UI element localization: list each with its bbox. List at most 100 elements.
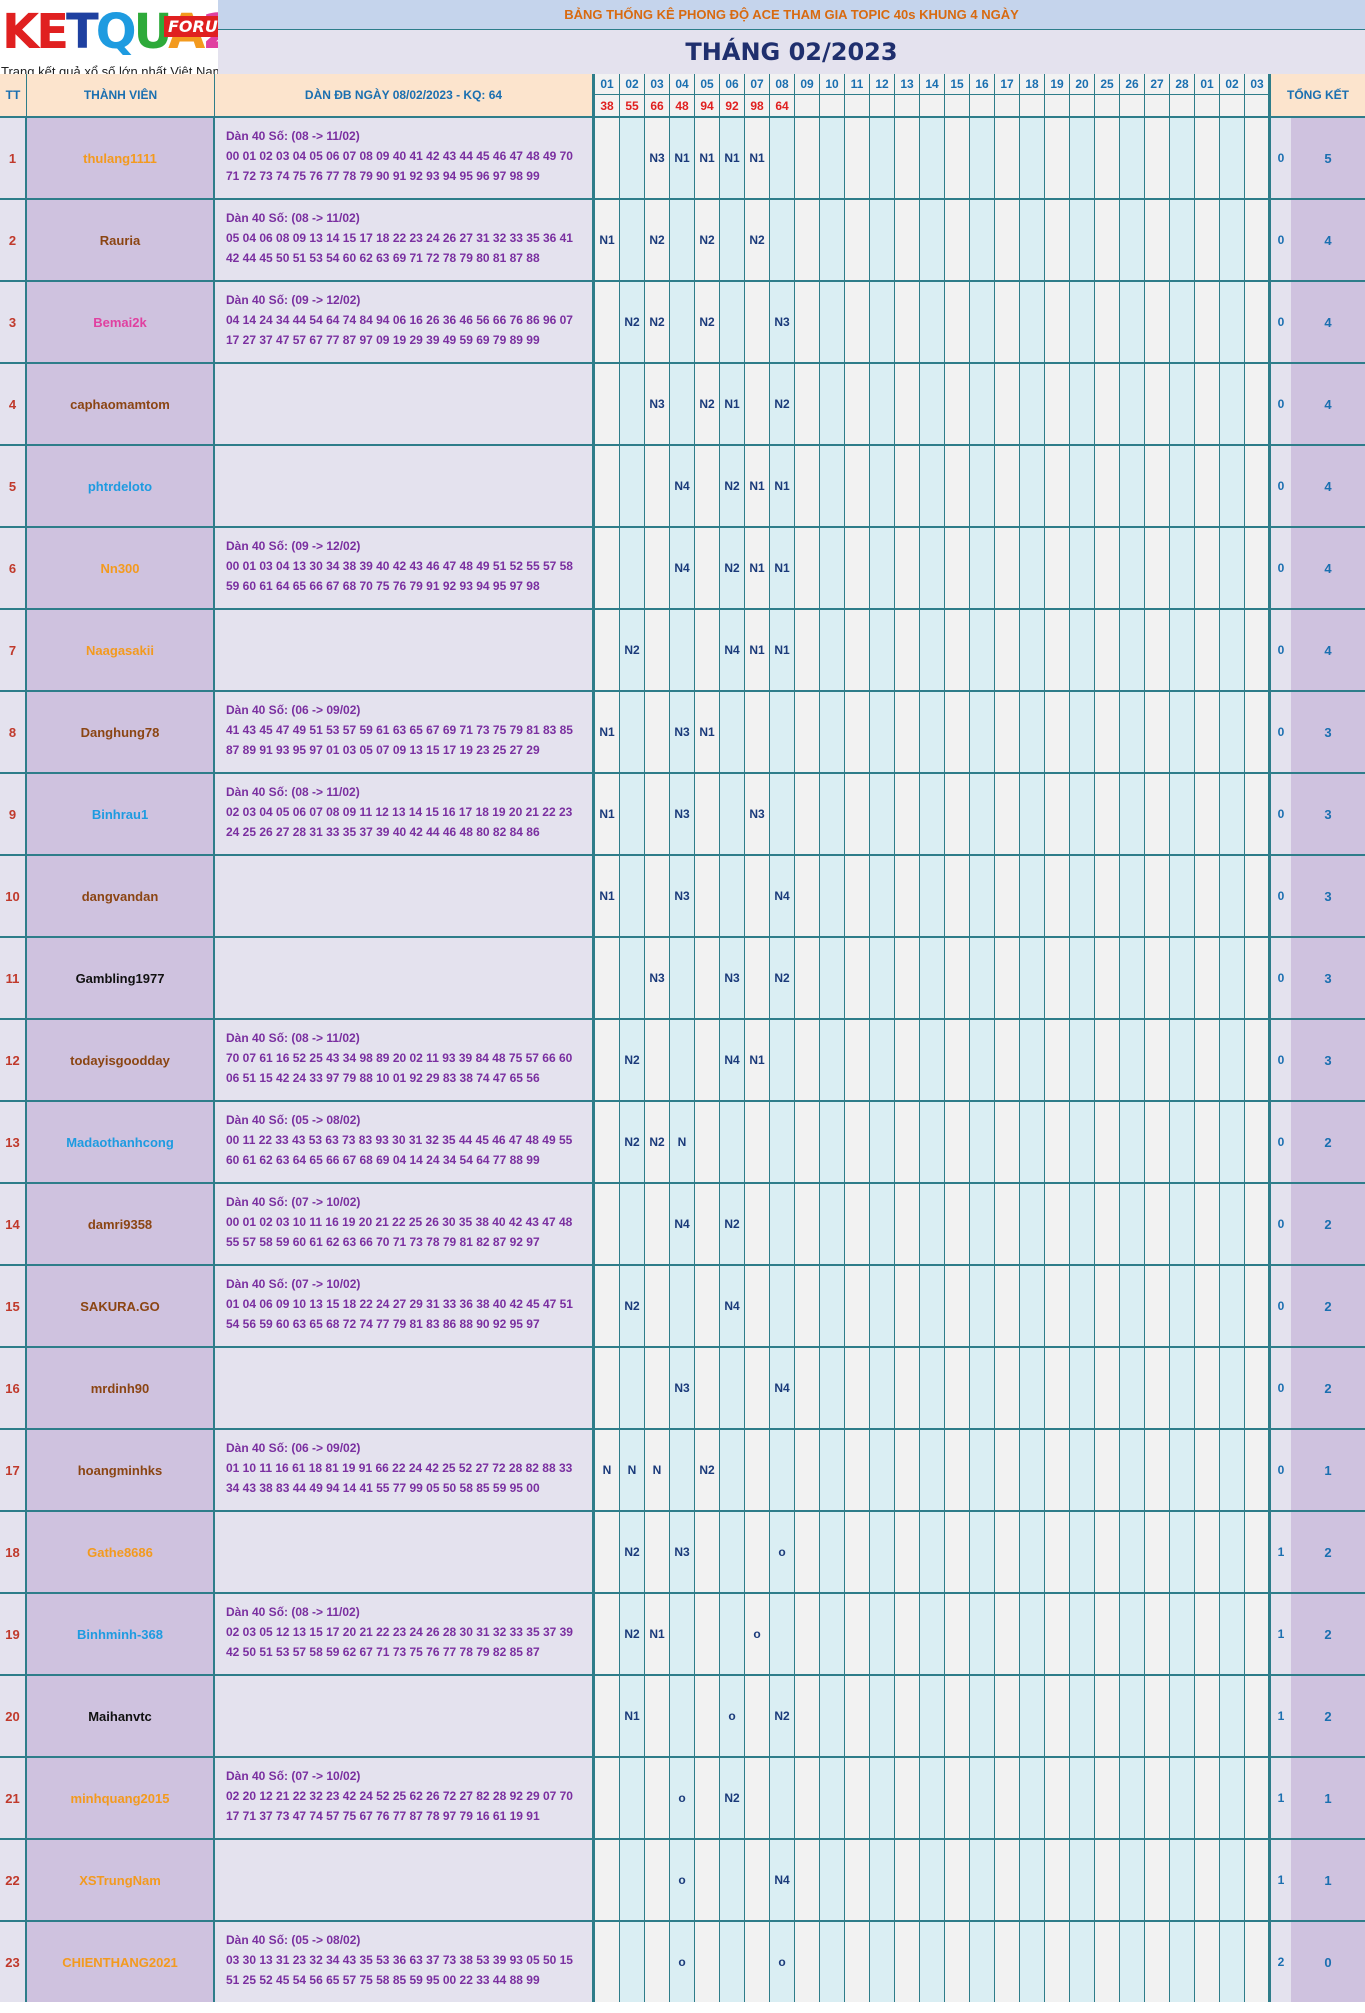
member-name[interactable]: SAKURA.GO <box>27 1266 215 1346</box>
member-name[interactable]: Rauria <box>27 200 215 280</box>
day-cell: N1 <box>695 692 720 772</box>
row-number: 9 <box>0 774 27 854</box>
day-cell <box>1045 200 1070 280</box>
day-cell: N3 <box>670 774 695 854</box>
day-cell <box>970 1348 995 1428</box>
day-cell <box>970 1758 995 1838</box>
day-cell <box>1070 1102 1095 1182</box>
member-name[interactable]: Gambling1977 <box>27 938 215 1018</box>
total-count: 2 <box>1291 1594 1365 1674</box>
member-name[interactable]: mrdinh90 <box>27 1348 215 1428</box>
member-name[interactable]: todayisgoodday <box>27 1020 215 1100</box>
day-header: 12 <box>870 74 895 95</box>
day-cell <box>1120 1184 1145 1264</box>
day-cell <box>1145 1184 1170 1264</box>
row-number: 14 <box>0 1184 27 1264</box>
day-cell: N3 <box>670 856 695 936</box>
dan-numbers <box>215 446 595 526</box>
member-name[interactable]: Binhrau1 <box>27 774 215 854</box>
day-cell <box>845 118 870 198</box>
miss-count: 0 <box>1268 364 1291 444</box>
member-name[interactable]: Danghung78 <box>27 692 215 772</box>
day-cell <box>645 1676 670 1756</box>
day-cell: N2 <box>695 200 720 280</box>
hit-mark: N3 <box>649 971 665 985</box>
day-cell <box>1195 774 1220 854</box>
day-cell <box>695 774 720 854</box>
day-cell <box>620 1758 645 1838</box>
member-name[interactable]: Naagasakii <box>27 610 215 690</box>
day-cell <box>995 1020 1020 1100</box>
day-cell <box>970 1184 995 1264</box>
day-cell <box>620 1840 645 1920</box>
hit-mark: N <box>652 1463 662 1477</box>
day-cell <box>1020 282 1045 362</box>
dan-line: 03 30 13 31 23 32 34 43 35 53 36 63 37 7… <box>226 1953 573 1967</box>
day-cell <box>695 1922 720 2002</box>
day-cell <box>770 1430 795 1510</box>
day-cell <box>1070 1922 1095 2002</box>
member-name[interactable]: Maihanvtc <box>27 1676 215 1756</box>
member-name[interactable]: Nn300 <box>27 528 215 608</box>
member-name[interactable]: dangvandan <box>27 856 215 936</box>
day-cell <box>920 528 945 608</box>
day-cell <box>1045 1922 1070 2002</box>
day-cell <box>845 1758 870 1838</box>
day-cell: N1 <box>745 528 770 608</box>
day-cell <box>670 1594 695 1674</box>
day-cell <box>995 200 1020 280</box>
dan-line: 01 10 11 16 61 18 81 19 91 66 22 24 42 2… <box>226 1461 573 1475</box>
day-cell <box>645 1512 670 1592</box>
day-cell <box>1220 364 1245 444</box>
day-cell: N2 <box>620 1102 645 1182</box>
day-cell <box>1220 1594 1245 1674</box>
day-cell <box>1220 1512 1245 1592</box>
hit-mark: N1 <box>699 725 715 739</box>
member-name[interactable]: caphaomamtom <box>27 364 215 444</box>
hit-mark: N2 <box>724 561 740 575</box>
day-cell <box>670 610 695 690</box>
day-result: 98 <box>745 95 770 116</box>
ketqua2-logo[interactable]: KETQUA2 FORUM Trang kết quả xổ số lớn nh… <box>0 0 218 76</box>
row-number: 16 <box>0 1348 27 1428</box>
day-cell <box>1045 938 1070 1018</box>
member-name[interactable]: Bemai2k <box>27 282 215 362</box>
day-result <box>820 95 845 116</box>
day-cell <box>1070 446 1095 526</box>
total-count: 1 <box>1291 1758 1365 1838</box>
member-name[interactable]: CHIENTHANG2021 <box>27 1922 215 2002</box>
day-cell <box>870 200 895 280</box>
day-cell: N2 <box>720 528 745 608</box>
day-cell <box>870 118 895 198</box>
day-cell <box>695 1184 720 1264</box>
member-name[interactable]: thulang1111 <box>27 118 215 198</box>
day-cell <box>1145 1758 1170 1838</box>
row-number: 8 <box>0 692 27 772</box>
day-cell <box>1070 528 1095 608</box>
day-cell <box>1120 856 1145 936</box>
member-name[interactable]: hoangminhks <box>27 1430 215 1510</box>
member-name[interactable]: damri9358 <box>27 1184 215 1264</box>
day-cell <box>1070 1266 1095 1346</box>
day-cell <box>995 1922 1020 2002</box>
day-cell <box>1120 1266 1145 1346</box>
table-row: 7 Naagasakii N2 N4 N1 N1 0 4 <box>0 608 1365 690</box>
member-name[interactable]: minhquang2015 <box>27 1758 215 1838</box>
day-cell <box>920 1266 945 1346</box>
day-cell <box>1245 1676 1270 1756</box>
day-cell <box>1195 364 1220 444</box>
dan-line: 17 71 37 73 47 74 57 75 67 76 77 87 78 9… <box>226 1809 540 1823</box>
member-name[interactable]: Madaothanhcong <box>27 1102 215 1182</box>
day-cell: N2 <box>620 282 645 362</box>
member-name[interactable]: Gathe8686 <box>27 1512 215 1592</box>
hit-mark: N1 <box>749 1053 765 1067</box>
miss-count: 0 <box>1268 282 1291 362</box>
member-name[interactable]: phtrdeloto <box>27 446 215 526</box>
hit-mark: N2 <box>774 397 790 411</box>
day-cell <box>920 1348 945 1428</box>
member-name[interactable]: Binhminh-368 <box>27 1594 215 1674</box>
table-row: 17 hoangminhks Dàn 40 Số: (06 -> 09/02) 01 … <box>0 1428 1365 1510</box>
member-name[interactable]: XSTrungNam <box>27 1840 215 1920</box>
hit-mark: N1 <box>699 151 715 165</box>
day-cell <box>1045 1266 1070 1346</box>
